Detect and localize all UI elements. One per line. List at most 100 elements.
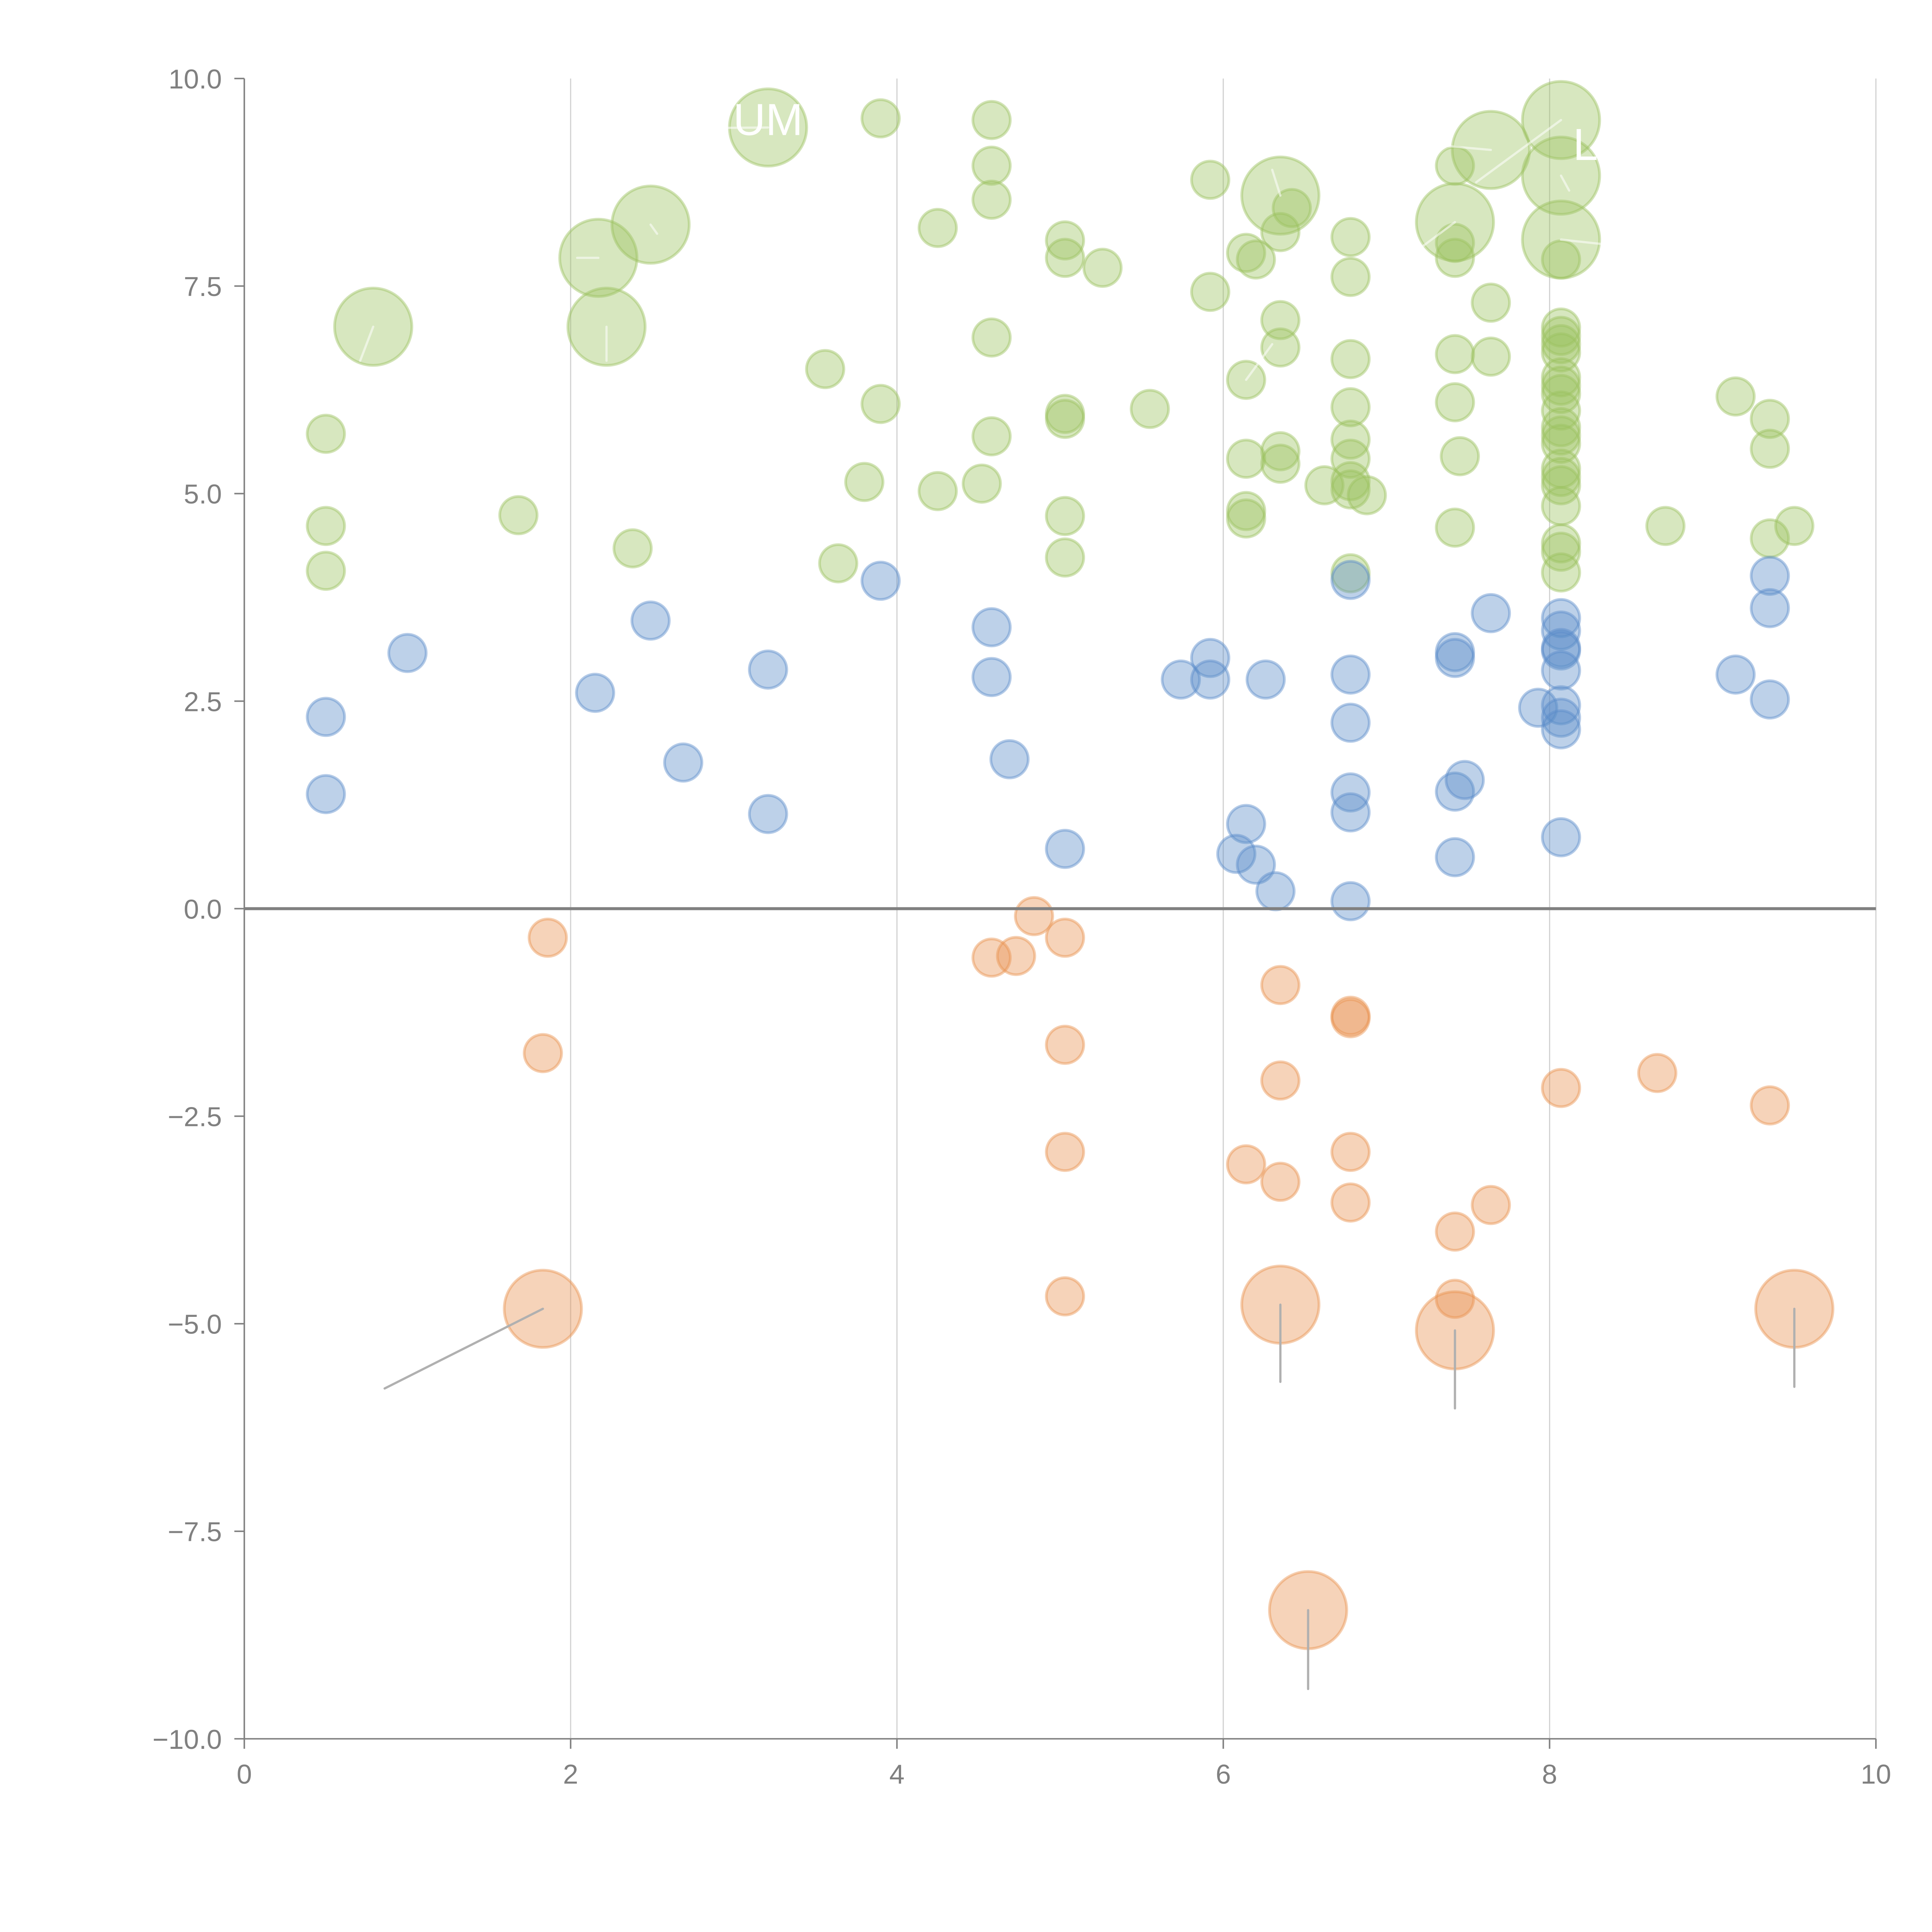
x-tick-label: 8 bbox=[1542, 1759, 1557, 1790]
bubble-green bbox=[1330, 469, 1371, 510]
bubble-green bbox=[1129, 389, 1170, 429]
x-tick-label: 4 bbox=[889, 1759, 905, 1790]
bubble-orange bbox=[1045, 1025, 1085, 1065]
annotation-label: UM bbox=[733, 94, 803, 145]
bubble-orange bbox=[1637, 1053, 1677, 1093]
bubble-blue bbox=[748, 649, 788, 690]
bubble-orange bbox=[1045, 917, 1085, 958]
bubble-green bbox=[306, 551, 346, 591]
bubble-blue bbox=[1245, 659, 1286, 700]
bubble-blue bbox=[1471, 593, 1511, 633]
bubble-green bbox=[917, 208, 958, 248]
y-tick-label: 5.0 bbox=[184, 479, 222, 510]
bubble-orange bbox=[1330, 998, 1371, 1039]
bubble-orange bbox=[1045, 1132, 1085, 1172]
bubble-green bbox=[1190, 160, 1230, 200]
bubble-layer bbox=[306, 80, 1835, 1650]
bubble-green bbox=[1541, 457, 1581, 497]
bubble-green bbox=[1440, 436, 1480, 476]
bubble-blue bbox=[1715, 654, 1756, 695]
annotation-label: L bbox=[1573, 119, 1598, 170]
y-tick-label: −7.5 bbox=[168, 1517, 222, 1548]
bubble-orange bbox=[1045, 1276, 1085, 1316]
bubble-green bbox=[1471, 282, 1511, 323]
bubble-green bbox=[1330, 387, 1371, 427]
bubble-orange bbox=[996, 936, 1036, 976]
leader-line bbox=[1560, 238, 1608, 246]
x-tick-label: 10 bbox=[1861, 1759, 1891, 1790]
bubble-blue bbox=[1330, 881, 1371, 922]
bubble-orange bbox=[1330, 995, 1371, 1036]
bubble-blue bbox=[1045, 828, 1085, 869]
bubble-green bbox=[1082, 248, 1123, 288]
bubble-blue bbox=[1541, 630, 1581, 671]
bubble-blue bbox=[1750, 679, 1790, 720]
bubble-green bbox=[1272, 188, 1312, 228]
bubble-green bbox=[961, 463, 1002, 504]
bubble-green bbox=[1541, 449, 1581, 489]
bubble-orange bbox=[1330, 1132, 1371, 1172]
bubble-blue bbox=[663, 742, 704, 783]
bubble-green bbox=[1435, 507, 1475, 548]
y-tick-label: 7.5 bbox=[184, 272, 222, 302]
bubble-green bbox=[971, 179, 1012, 220]
bubble-green bbox=[818, 543, 859, 583]
bubble-green bbox=[971, 416, 1012, 457]
bubble-green bbox=[1045, 537, 1085, 578]
bubble-green bbox=[1330, 553, 1371, 594]
bubble-blue bbox=[1216, 833, 1257, 874]
bubble-orange bbox=[971, 937, 1012, 978]
bubble-green bbox=[1226, 498, 1266, 539]
bubble-green bbox=[1541, 465, 1581, 505]
bubble-green bbox=[1541, 374, 1581, 414]
bubble-orange bbox=[1226, 1144, 1266, 1185]
bubble-blue bbox=[861, 561, 901, 601]
bubble-green bbox=[1045, 496, 1085, 536]
bubble-blue bbox=[1518, 687, 1558, 728]
bubble-green bbox=[1226, 233, 1266, 273]
bubble-green bbox=[1541, 239, 1581, 280]
bubble-green bbox=[1330, 419, 1371, 460]
series-green bbox=[306, 80, 1815, 594]
bubble-green bbox=[1260, 431, 1301, 471]
bubble-orange bbox=[1541, 1068, 1581, 1108]
y-tick-label: 0.0 bbox=[184, 894, 222, 925]
bubble-green bbox=[1226, 491, 1266, 531]
bubble-green bbox=[1330, 439, 1371, 479]
bubble-green bbox=[306, 413, 346, 454]
bubble-green bbox=[1750, 518, 1790, 559]
bubble-blue bbox=[971, 607, 1012, 648]
bubble-green bbox=[1541, 332, 1581, 373]
bubble-green bbox=[1435, 334, 1475, 374]
bubble-blue bbox=[387, 633, 428, 673]
bubble-green bbox=[805, 349, 845, 389]
series-orange bbox=[503, 896, 1835, 1650]
bubble-orange bbox=[1260, 1162, 1301, 1202]
bubble-blue bbox=[1330, 560, 1371, 600]
bubble-blue bbox=[1190, 659, 1230, 700]
bubble-green bbox=[1774, 506, 1815, 546]
bubble-blue bbox=[1541, 685, 1581, 726]
bubble-green bbox=[498, 495, 539, 536]
bubble-blue bbox=[1541, 610, 1581, 651]
bubble-green bbox=[1330, 257, 1371, 297]
bubble-blue bbox=[989, 739, 1030, 779]
bubble-green bbox=[1541, 366, 1581, 406]
x-tick-label: 6 bbox=[1216, 1759, 1231, 1790]
bubble-green bbox=[1541, 307, 1581, 348]
bubble-green bbox=[1715, 376, 1756, 417]
bubble-blue bbox=[1541, 817, 1581, 857]
bubble-green bbox=[1541, 486, 1581, 526]
bubble-blue bbox=[1750, 556, 1790, 596]
bubble-green bbox=[1750, 399, 1790, 439]
bubble-blue bbox=[1255, 871, 1296, 912]
bubble-green bbox=[1330, 461, 1371, 502]
bubble-green bbox=[1541, 316, 1581, 356]
bubble-green bbox=[971, 317, 1012, 358]
bubble-green bbox=[1750, 429, 1790, 469]
leader-line bbox=[1560, 174, 1570, 192]
leader-lines bbox=[359, 119, 1796, 1690]
y-axis-ticks: 10.0 7.5 5.0 2.5 0.0 −2.5 −5.0 −7.5 −10.0 bbox=[153, 64, 245, 1755]
bubble-blue bbox=[306, 774, 346, 815]
bubble-green bbox=[1330, 339, 1371, 379]
